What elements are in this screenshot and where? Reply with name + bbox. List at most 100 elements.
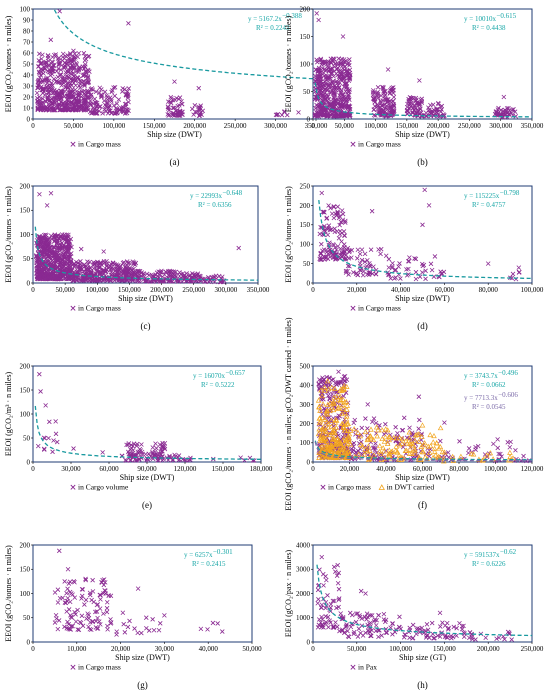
- data-point-cross: [75, 54, 80, 60]
- data-point-cross: [64, 103, 70, 109]
- data-point-cross: [317, 112, 323, 117]
- data-point-cross: [385, 97, 390, 102]
- data-point-cross: [415, 107, 420, 112]
- data-point-cross: [435, 100, 441, 106]
- data-point-cross: [104, 93, 109, 98]
- data-point-cross: [431, 107, 437, 113]
- y-tick-label: 0: [307, 279, 311, 287]
- data-point-cross: [92, 108, 97, 114]
- data-point-cross: [320, 81, 326, 86]
- data-point-cross: [326, 113, 331, 119]
- trend-exponent: −0.648: [222, 189, 242, 197]
- x-tick-label: 350,000: [305, 122, 328, 130]
- data-point-cross: [339, 92, 345, 98]
- data-point-cross: [59, 106, 64, 112]
- data-point-cross: [104, 100, 110, 105]
- x-tick-label: 0: [31, 122, 35, 130]
- data-point-cross: [313, 78, 319, 84]
- x-tick-label: 0: [311, 645, 315, 653]
- data-point-cross: [316, 65, 322, 71]
- data-point-cross: [171, 113, 177, 118]
- data-point-cross: [318, 57, 324, 63]
- r-squared-2: R² = 0.0545: [472, 403, 506, 411]
- x-tick-label: 10,000: [67, 645, 87, 653]
- data-point-cross: [40, 87, 46, 92]
- data-point-cross: [85, 54, 91, 59]
- data-point-cross: [57, 8, 62, 14]
- y-tick-label: 50: [23, 60, 31, 68]
- data-point-cross: [423, 110, 429, 116]
- data-point-cross: [37, 51, 42, 57]
- data-point-cross: [71, 48, 76, 54]
- data-point-cross: [69, 107, 75, 112]
- x-tick-label: 80,000: [449, 465, 469, 473]
- legend-cross-symbol: [320, 484, 326, 490]
- chart-panel: 0 50 100 150 200 0 10,000 20,000 30,000 40,000 50,…: [4, 541, 262, 690]
- x-axis-title: Ship size (DWT): [118, 294, 173, 303]
- data-point-cross: [112, 85, 118, 90]
- data-point-cross: [511, 107, 516, 112]
- r-squared: R² = 0.0662: [472, 381, 506, 389]
- legend-cross-symbol: [350, 141, 356, 147]
- trend-equation-2: y = 7713.3x: [464, 394, 498, 402]
- data-point-cross: [51, 76, 57, 82]
- data-point-cross: [341, 62, 346, 67]
- data-point-cross: [342, 76, 347, 81]
- x-axis-title: Ship size (DWT): [147, 130, 202, 139]
- data-point-cross: [47, 85, 53, 90]
- data-point-cross: [174, 95, 179, 101]
- data-point-cross: [76, 50, 82, 56]
- trend-exponent-2: −0.606: [498, 391, 518, 399]
- y-tick-label: 50: [23, 255, 31, 263]
- data-point-cross: [82, 64, 88, 69]
- data-point-cross: [44, 63, 49, 68]
- data-point-cross: [62, 60, 68, 66]
- x-tick-label: 0: [31, 465, 35, 473]
- x-tick-label: 60,000: [99, 465, 119, 473]
- data-point-cross: [82, 92, 88, 98]
- data-point-cross: [313, 105, 318, 111]
- x-tick-label: 40,000: [376, 465, 396, 473]
- data-point-cross: [73, 60, 79, 66]
- y-axis-title: EEOI (gCO₂/tonnes · n miles): [284, 186, 293, 283]
- data-point-cross: [116, 97, 122, 102]
- data-point-cross: [126, 108, 131, 114]
- data-point-cross: [371, 107, 377, 113]
- data-point-cross: [179, 101, 185, 107]
- legend-cross-symbol: [70, 141, 76, 147]
- x-tick-label: 150,000: [433, 645, 456, 653]
- y-tick-label: 100: [20, 590, 31, 598]
- data-point-cross: [385, 67, 391, 72]
- data-point-cross: [175, 113, 181, 118]
- data-point-cross: [501, 94, 507, 100]
- data-point-cross: [50, 104, 56, 110]
- legend-label: in Cargo mass: [78, 663, 121, 672]
- data-point-cross: [68, 71, 74, 77]
- trend-equation: y = 115225x: [464, 192, 500, 200]
- data-point-cross: [408, 112, 414, 118]
- data-point-cross: [63, 84, 69, 90]
- data-point-cross: [327, 67, 333, 73]
- data-point-cross: [340, 34, 346, 39]
- data-point-cross: [168, 100, 174, 106]
- data-point-cross: [102, 107, 107, 112]
- data-point-cross: [501, 108, 506, 114]
- data-point-cross: [325, 99, 331, 105]
- data-point-cross: [37, 61, 43, 66]
- data-point-cross: [80, 73, 86, 78]
- data-point-cross: [112, 93, 118, 99]
- data-point-cross: [332, 92, 338, 98]
- data-point-cross: [196, 104, 201, 110]
- data-point-cross: [113, 111, 118, 116]
- data-point-cross: [50, 90, 55, 96]
- data-point-cross: [384, 107, 390, 112]
- data-point-cross: [390, 98, 396, 104]
- data-points: [33, 190, 241, 285]
- y-tick-label: 100: [300, 241, 311, 249]
- data-point-cross: [332, 104, 337, 109]
- data-point-cross: [95, 102, 100, 108]
- data-point-cross: [424, 113, 430, 119]
- y-tick-label: 40: [23, 71, 31, 79]
- data-point-cross: [347, 57, 352, 62]
- x-tick-label: 150,000: [395, 122, 418, 130]
